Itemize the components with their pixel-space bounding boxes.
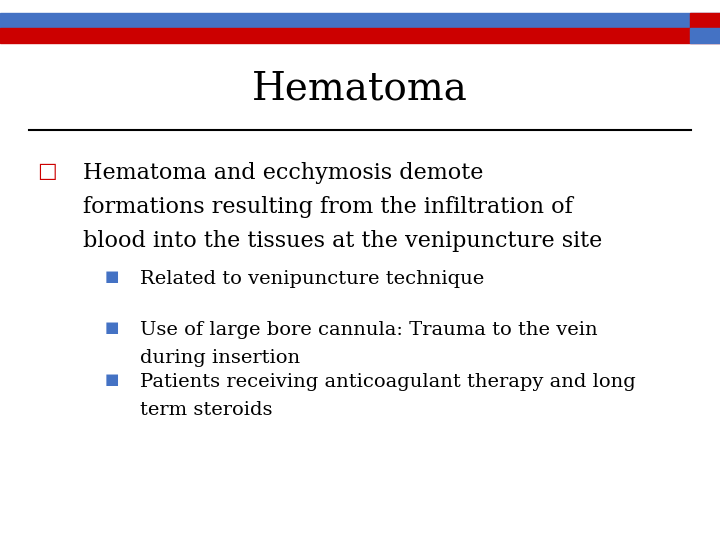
Text: Use of large bore cannula: Trauma to the vein: Use of large bore cannula: Trauma to the…: [140, 321, 598, 339]
Text: blood into the tissues at the venipuncture site: blood into the tissues at the venipunctu…: [83, 230, 602, 252]
Text: Hematoma and ecchymosis demote: Hematoma and ecchymosis demote: [83, 162, 483, 184]
Bar: [0, 13, 720, 28]
Text: ■: ■: [104, 373, 119, 387]
Text: term steroids: term steroids: [140, 401, 273, 418]
Text: Hematoma: Hematoma: [252, 71, 468, 107]
Bar: [690, 28, 720, 43]
Text: ■: ■: [104, 321, 119, 335]
Text: ■: ■: [104, 270, 119, 284]
Text: formations resulting from the infiltration of: formations resulting from the infiltrati…: [83, 196, 572, 218]
Text: □: □: [37, 162, 57, 181]
Bar: [690, 13, 720, 28]
Text: Related to venipuncture technique: Related to venipuncture technique: [140, 270, 485, 288]
Text: Patients receiving anticoagulant therapy and long: Patients receiving anticoagulant therapy…: [140, 373, 636, 390]
Bar: [0, 28, 720, 43]
Text: during insertion: during insertion: [140, 349, 300, 367]
